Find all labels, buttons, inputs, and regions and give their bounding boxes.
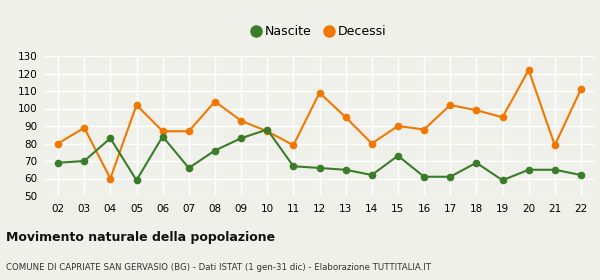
Nascite <box>421 175 428 178</box>
Decessi <box>316 91 323 94</box>
Decessi <box>80 126 88 129</box>
Decessi <box>394 124 401 128</box>
Nascite <box>499 179 506 182</box>
Nascite <box>473 161 480 164</box>
Decessi <box>577 88 584 91</box>
Nascite <box>211 149 218 152</box>
Decessi <box>133 103 140 107</box>
Decessi <box>525 68 532 72</box>
Nascite <box>525 168 532 171</box>
Decessi <box>159 130 166 133</box>
Decessi <box>421 128 428 131</box>
Text: Movimento naturale della popolazione: Movimento naturale della popolazione <box>6 231 275 244</box>
Nascite <box>238 137 245 140</box>
Nascite <box>342 168 349 171</box>
Text: COMUNE DI CAPRIATE SAN GERVASIO (BG) - Dati ISTAT (1 gen-31 dic) - Elaborazione : COMUNE DI CAPRIATE SAN GERVASIO (BG) - D… <box>6 263 431 272</box>
Nascite <box>133 179 140 182</box>
Decessi <box>290 144 297 147</box>
Nascite <box>80 159 88 163</box>
Decessi <box>551 144 559 147</box>
Nascite <box>577 173 584 177</box>
Decessi <box>446 103 454 107</box>
Legend: Nascite, Decessi: Nascite, Decessi <box>248 20 391 43</box>
Decessi <box>473 109 480 112</box>
Nascite <box>107 137 114 140</box>
Decessi <box>55 142 62 145</box>
Decessi <box>185 130 193 133</box>
Decessi <box>107 177 114 180</box>
Line: Nascite: Nascite <box>55 126 584 183</box>
Nascite <box>159 135 166 138</box>
Decessi <box>238 119 245 122</box>
Nascite <box>290 165 297 168</box>
Nascite <box>551 168 559 171</box>
Decessi <box>368 142 376 145</box>
Decessi <box>342 116 349 119</box>
Nascite <box>263 128 271 131</box>
Decessi <box>499 116 506 119</box>
Nascite <box>368 173 376 177</box>
Decessi <box>211 100 218 103</box>
Line: Decessi: Decessi <box>55 67 584 182</box>
Nascite <box>185 166 193 170</box>
Nascite <box>394 154 401 157</box>
Decessi <box>263 130 271 133</box>
Nascite <box>55 161 62 164</box>
Nascite <box>446 175 454 178</box>
Nascite <box>316 166 323 170</box>
